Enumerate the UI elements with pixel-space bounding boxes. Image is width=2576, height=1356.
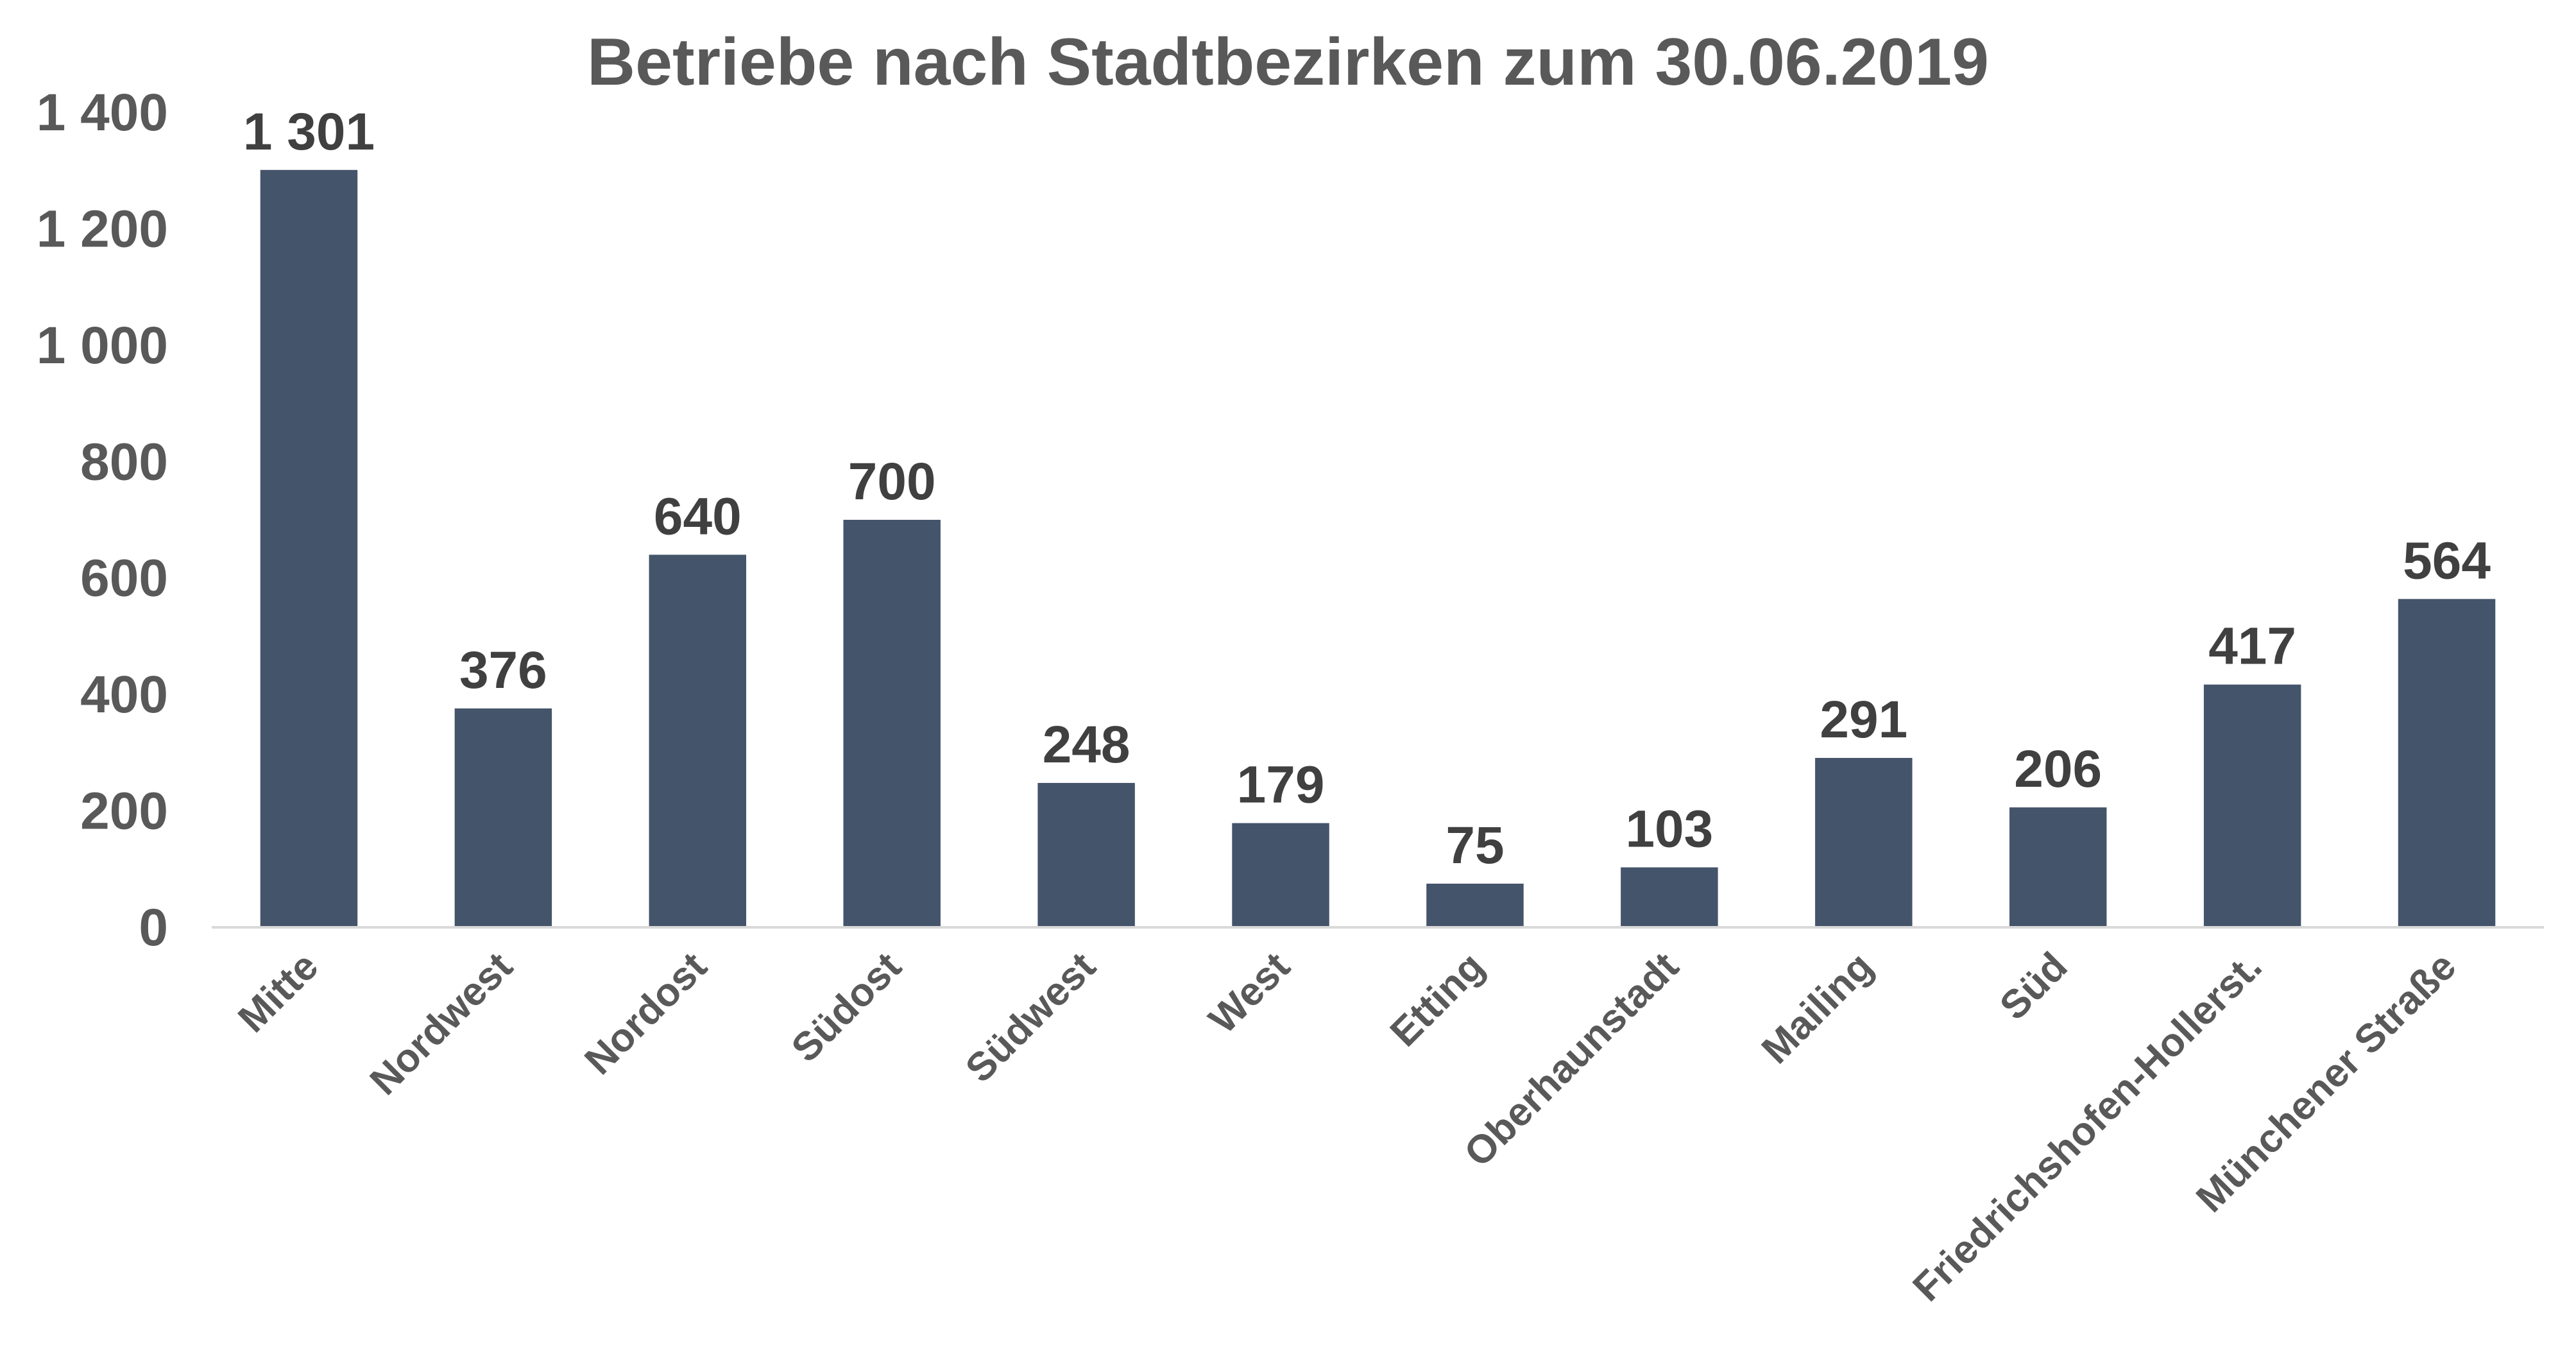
bar bbox=[1232, 823, 1329, 927]
y-tick-label: 600 bbox=[80, 549, 168, 608]
x-tick-label: Etting bbox=[1382, 944, 1493, 1055]
y-tick-label: 0 bbox=[139, 898, 168, 957]
data-label: 1 301 bbox=[243, 103, 375, 161]
y-tick-label: 400 bbox=[80, 665, 168, 724]
data-label: 640 bbox=[654, 487, 742, 545]
x-tick-label: Nordost bbox=[576, 944, 715, 1083]
data-label: 291 bbox=[1820, 691, 1907, 749]
x-axis: Mitte Nordwest Nordost Südost Südwest West Ett… bbox=[230, 944, 2464, 1310]
bar bbox=[260, 169, 358, 927]
y-tick-label: 200 bbox=[80, 782, 168, 841]
data-label: 376 bbox=[459, 641, 547, 699]
bar bbox=[2203, 684, 2301, 927]
data-label: 103 bbox=[1625, 800, 1713, 859]
bars-group bbox=[260, 169, 2496, 927]
bar bbox=[2009, 807, 2107, 927]
bar bbox=[649, 554, 747, 927]
bar bbox=[454, 708, 552, 927]
data-label: 248 bbox=[1043, 716, 1130, 774]
data-label: 417 bbox=[2208, 617, 2296, 676]
data-label: 179 bbox=[1237, 756, 1325, 814]
chart-title: Betriebe nach Stadtbezirken zum 30.06.20… bbox=[587, 25, 1989, 99]
x-tick-label: West bbox=[1200, 944, 1299, 1042]
data-labels-group: 1 301 376 640 700 248 179 75 103 291 206 417 564 bbox=[243, 103, 2491, 875]
data-label: 564 bbox=[2403, 531, 2491, 590]
x-tick-label: Südost bbox=[783, 944, 910, 1070]
x-tick-label: Südwest bbox=[957, 944, 1104, 1091]
y-tick-label: 1 200 bbox=[37, 200, 168, 258]
data-label: 206 bbox=[2014, 740, 2102, 798]
y-tick-label: 800 bbox=[80, 433, 168, 491]
x-tick-label: Nordwest bbox=[362, 944, 522, 1104]
bar bbox=[1037, 783, 1135, 927]
x-tick-label: Mailing bbox=[1753, 944, 1882, 1072]
y-axis: 0 200 400 600 800 1 000 1 200 1 400 bbox=[37, 83, 168, 957]
y-tick-label: 1 000 bbox=[37, 316, 168, 375]
x-tick-label: Friedrichshofen-Hollerst. bbox=[1904, 944, 2270, 1310]
bar bbox=[1815, 758, 1913, 927]
y-tick-label: 1 400 bbox=[37, 83, 168, 142]
bar bbox=[1621, 867, 1718, 927]
bar bbox=[843, 520, 941, 927]
data-label: 700 bbox=[848, 452, 936, 511]
bar bbox=[1426, 883, 1524, 927]
data-label: 75 bbox=[1446, 816, 1504, 875]
x-tick-label: Mitte bbox=[230, 944, 327, 1041]
bar bbox=[2398, 599, 2496, 927]
x-tick-label: Oberhaunstadt bbox=[1456, 944, 1687, 1176]
x-tick-label: Süd bbox=[1992, 944, 2076, 1029]
